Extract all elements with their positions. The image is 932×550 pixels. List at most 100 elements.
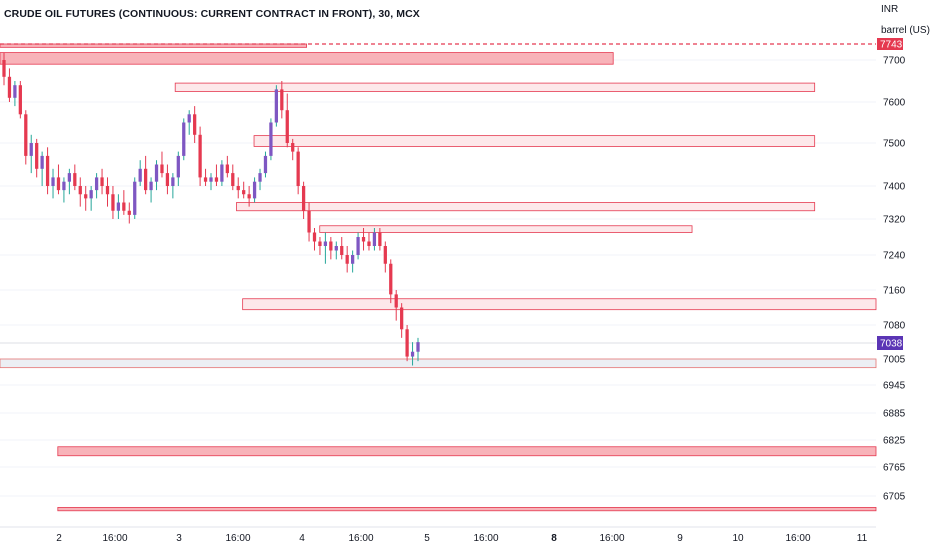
candle <box>356 232 360 260</box>
zone-7130 <box>242 298 877 311</box>
candle <box>301 181 306 219</box>
x-tick-label: 4 <box>299 533 305 544</box>
candle <box>187 110 191 135</box>
candle <box>269 118 273 161</box>
candle-body <box>171 177 175 186</box>
sr-zones <box>0 43 877 512</box>
candle <box>160 151 164 178</box>
current-badge-label: 7038 <box>880 339 903 350</box>
zone-7640 <box>174 82 816 92</box>
candle-body <box>160 164 164 174</box>
candle-body <box>312 232 317 242</box>
candle-body <box>296 151 300 186</box>
candle-body <box>220 164 224 182</box>
y-tick-label: 7320 <box>883 215 906 226</box>
x-tick-label: 16:00 <box>102 533 127 544</box>
candle <box>13 81 17 107</box>
candle-body <box>247 194 251 199</box>
candle <box>127 202 131 224</box>
candle-body <box>236 186 240 191</box>
candle <box>78 177 82 207</box>
y-tick-label: 6825 <box>883 436 906 447</box>
candle <box>24 110 28 165</box>
candle <box>296 147 300 195</box>
x-tick-label: 16:00 <box>348 533 373 544</box>
candle <box>329 237 333 260</box>
x-tick-label: 16:00 <box>785 533 810 544</box>
candle-body <box>165 173 170 186</box>
candle <box>340 237 344 260</box>
candle-body <box>209 177 213 182</box>
candle <box>171 173 175 199</box>
candle <box>29 134 33 174</box>
candle <box>214 164 219 186</box>
x-tick-label: 9 <box>677 533 683 544</box>
candle <box>334 241 338 260</box>
y-tick-label: 6885 <box>883 409 906 420</box>
candle-body <box>274 89 279 123</box>
y-tick-label: 7080 <box>883 321 906 332</box>
candle <box>263 151 268 178</box>
candle-body <box>340 246 344 255</box>
candle <box>149 177 153 203</box>
candle <box>367 232 371 251</box>
candle <box>350 250 355 273</box>
candle-body <box>18 85 22 115</box>
candle-body <box>193 114 197 135</box>
candle <box>394 290 398 321</box>
candle <box>225 155 229 178</box>
candle <box>116 194 121 219</box>
candle-body <box>84 194 88 199</box>
candle-body <box>214 177 219 182</box>
candle-body <box>372 232 377 246</box>
candles <box>2 52 420 366</box>
candle <box>40 151 44 186</box>
candle <box>383 241 387 273</box>
candle-body <box>56 177 61 191</box>
candle <box>307 202 311 242</box>
candle <box>405 325 409 362</box>
candle <box>236 177 240 199</box>
y-tick-label: 7600 <box>883 98 906 109</box>
y-tick-label: 7240 <box>883 251 906 262</box>
candle <box>231 164 235 191</box>
candle-body <box>13 85 17 98</box>
candle-body <box>198 134 202 178</box>
y-tick-label: 7005 <box>883 355 906 366</box>
x-tick-label: 16:00 <box>225 533 250 544</box>
candle-body <box>378 232 382 246</box>
candle <box>67 168 72 195</box>
candle <box>378 228 382 251</box>
candle <box>7 68 12 102</box>
candle-body <box>127 210 131 215</box>
candle-body <box>389 263 393 295</box>
price-axis: 7700 7600 7500 7400 7320 7240 7160 7080 7005 6945… <box>877 38 906 503</box>
currency-label: INR <box>881 4 899 15</box>
candle-body <box>291 143 295 152</box>
candle <box>56 164 61 195</box>
candle <box>242 181 246 199</box>
zone-7300 <box>319 225 693 233</box>
candle-body <box>78 186 82 195</box>
candle <box>154 160 159 191</box>
candle <box>143 155 148 195</box>
candle-body <box>263 155 268 174</box>
grid-lines <box>0 59 876 497</box>
candle-body <box>307 210 311 233</box>
candle <box>274 85 279 127</box>
candle <box>410 342 415 366</box>
candle <box>247 186 251 207</box>
candle-body <box>122 202 126 211</box>
candle-body <box>329 241 333 251</box>
candle <box>209 173 213 191</box>
candle <box>94 173 99 199</box>
zone-7700 <box>0 52 614 65</box>
candle-body <box>187 114 191 123</box>
x-tick-label: 10 <box>732 533 744 544</box>
zone-6810 <box>57 446 877 457</box>
candle <box>133 177 137 219</box>
candle <box>361 228 366 251</box>
candle <box>35 138 39 178</box>
candle-body <box>280 89 284 111</box>
